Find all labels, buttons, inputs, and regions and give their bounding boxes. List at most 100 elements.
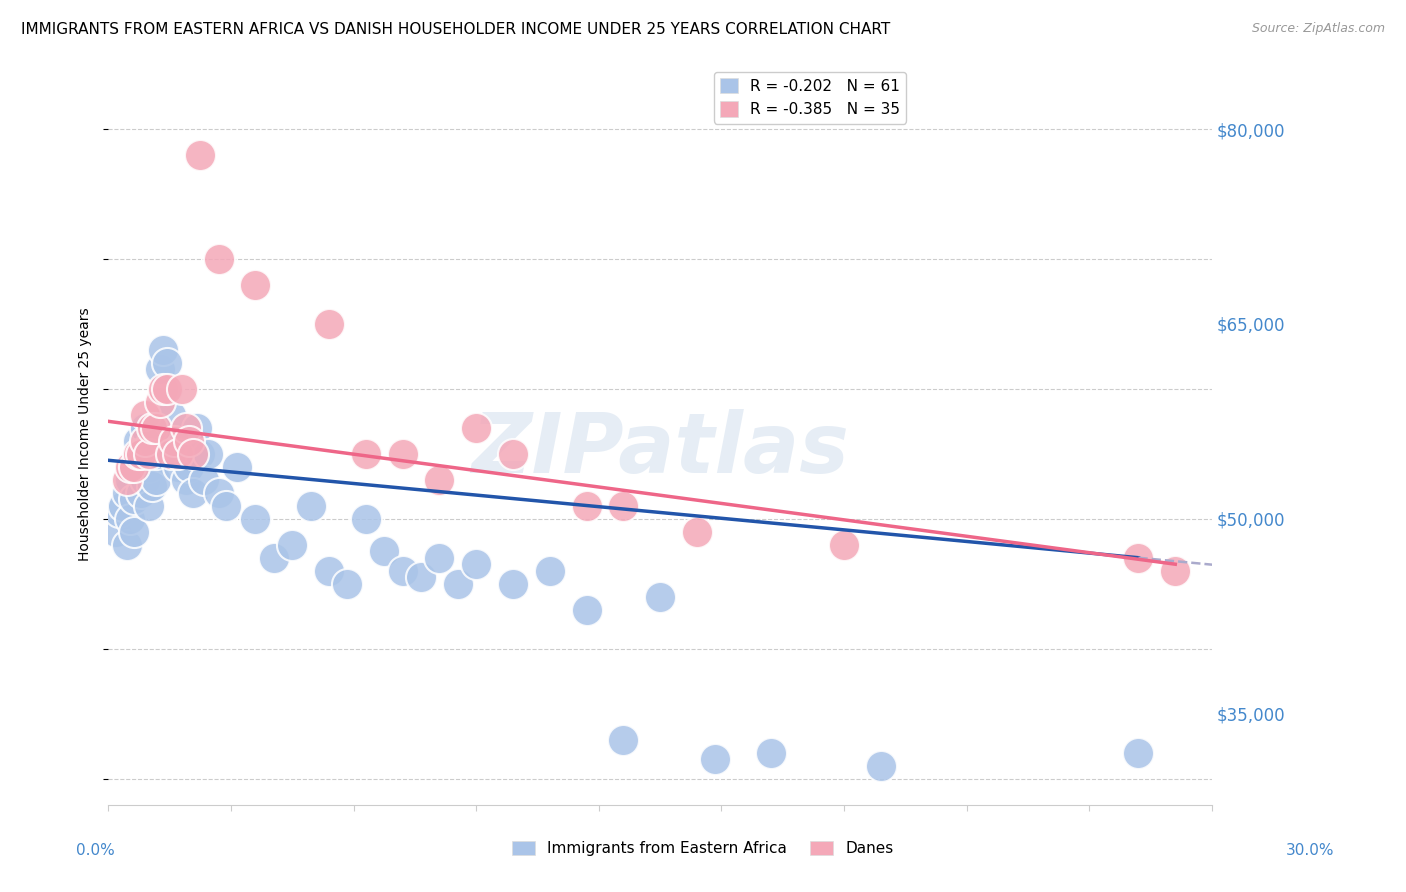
Point	[159, 447, 181, 461]
Point	[1128, 746, 1150, 760]
Point	[141, 479, 163, 493]
Point	[704, 752, 727, 766]
Point	[131, 485, 153, 500]
Point	[127, 447, 149, 461]
Point	[373, 544, 395, 558]
Point	[149, 362, 172, 376]
Point	[207, 252, 229, 266]
Y-axis label: Householder Income Under 25 years: Householder Income Under 25 years	[79, 308, 93, 561]
Point	[134, 434, 156, 448]
Point	[197, 447, 219, 461]
Point	[104, 524, 127, 539]
Point	[152, 343, 174, 357]
Point	[502, 576, 524, 591]
Text: IMMIGRANTS FROM EASTERN AFRICA VS DANISH HOUSEHOLDER INCOME UNDER 25 YEARS CORRE: IMMIGRANTS FROM EASTERN AFRICA VS DANISH…	[21, 22, 890, 37]
Point	[163, 434, 186, 448]
Point	[336, 576, 359, 591]
Point	[391, 447, 413, 461]
Point	[127, 434, 149, 448]
Point	[120, 459, 142, 474]
Point	[502, 447, 524, 461]
Legend: Immigrants from Eastern Africa, Danes: Immigrants from Eastern Africa, Danes	[506, 835, 900, 862]
Point	[188, 148, 211, 162]
Point	[120, 512, 142, 526]
Point	[181, 447, 204, 461]
Point	[650, 590, 672, 604]
Point	[131, 447, 153, 461]
Point	[159, 447, 181, 461]
Point	[207, 485, 229, 500]
Point	[612, 499, 634, 513]
Point	[115, 538, 138, 552]
Point	[174, 473, 197, 487]
Point	[163, 434, 186, 448]
Text: 0.0%: 0.0%	[76, 843, 115, 858]
Point	[354, 447, 377, 461]
Point	[141, 421, 163, 435]
Point	[215, 499, 238, 513]
Point	[1128, 550, 1150, 565]
Point	[138, 459, 160, 474]
Point	[167, 447, 190, 461]
Point	[141, 434, 163, 448]
Point	[138, 499, 160, 513]
Point	[174, 421, 197, 435]
Point	[354, 512, 377, 526]
Point	[134, 408, 156, 422]
Point	[115, 485, 138, 500]
Point	[122, 524, 145, 539]
Point	[447, 576, 470, 591]
Point	[179, 459, 201, 474]
Point	[167, 459, 190, 474]
Point	[170, 447, 193, 461]
Point	[299, 499, 322, 513]
Point	[429, 473, 451, 487]
Point	[429, 550, 451, 565]
Point	[134, 473, 156, 487]
Point	[245, 512, 267, 526]
Point	[318, 317, 340, 331]
Point	[409, 570, 432, 584]
Point	[122, 492, 145, 507]
Point	[870, 758, 893, 772]
Point	[145, 447, 167, 461]
Point	[122, 459, 145, 474]
Point	[193, 473, 215, 487]
Point	[115, 473, 138, 487]
Point	[152, 382, 174, 396]
Point	[170, 382, 193, 396]
Text: Source: ZipAtlas.com: Source: ZipAtlas.com	[1251, 22, 1385, 36]
Point	[181, 485, 204, 500]
Point	[134, 421, 156, 435]
Text: 30.0%: 30.0%	[1286, 843, 1334, 858]
Point	[612, 732, 634, 747]
Point	[759, 746, 782, 760]
Point	[111, 499, 134, 513]
Point	[686, 524, 709, 539]
Point	[188, 447, 211, 461]
Point	[465, 421, 488, 435]
Point	[281, 538, 304, 552]
Point	[159, 408, 181, 422]
Point	[179, 434, 201, 448]
Point	[226, 459, 249, 474]
Point	[127, 459, 149, 474]
Point	[391, 564, 413, 578]
Point	[149, 394, 172, 409]
Point	[575, 499, 598, 513]
Point	[263, 550, 285, 565]
Point	[156, 356, 179, 370]
Point	[120, 473, 142, 487]
Point	[131, 447, 153, 461]
Text: ZIPatlas: ZIPatlas	[471, 409, 849, 490]
Point	[156, 382, 179, 396]
Point	[108, 505, 131, 519]
Point	[538, 564, 561, 578]
Point	[575, 602, 598, 616]
Point	[186, 421, 208, 435]
Point	[145, 421, 167, 435]
Point	[1164, 564, 1187, 578]
Legend: R = -0.202   N = 61, R = -0.385   N = 35: R = -0.202 N = 61, R = -0.385 N = 35	[714, 71, 907, 123]
Point	[318, 564, 340, 578]
Point	[145, 473, 167, 487]
